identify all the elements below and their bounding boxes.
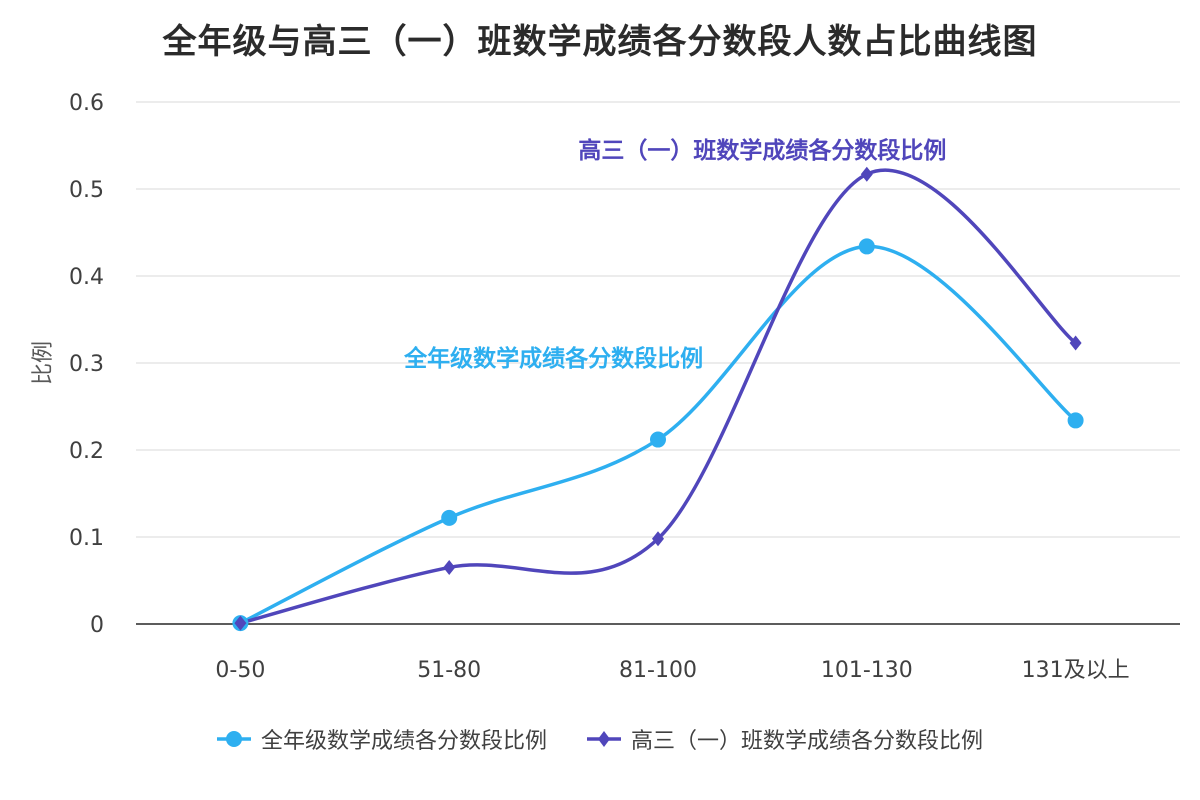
data-point-series-1 (441, 509, 458, 526)
legend-circle-marker-icon (216, 731, 251, 747)
series-line-1 (239, 244, 1077, 625)
y-tick-label: 0 (90, 613, 104, 638)
x-tick-label: 81-100 (619, 658, 697, 683)
y-tick-label: 0.2 (69, 439, 104, 464)
y-tick-label: 0.3 (69, 352, 104, 377)
data-point-series-2 (234, 615, 247, 631)
series-annotation: 全年级数学成绩各分数段比例 (403, 345, 703, 372)
data-point-series-2 (1069, 335, 1082, 351)
x-tick-label: 131及以上 (1022, 658, 1130, 683)
y-tick-label: 0.6 (69, 91, 104, 116)
y-tick-label: 0.1 (69, 526, 104, 551)
x-tick-label: 101-130 (821, 658, 913, 683)
x-tick-label: 0-50 (215, 658, 265, 683)
series-lines (239, 168, 1077, 625)
data-point-series-1 (650, 431, 666, 448)
legend: 全年级数学成绩各分数段比例 高三（一）班数学成绩各分数段比例 (0, 723, 1200, 755)
data-point-series-1 (858, 238, 875, 255)
legend-item: 高三（一）班数学成绩各分数段比例 (587, 723, 983, 755)
legend-diamond-marker-icon (587, 731, 621, 747)
y-tick-label: 0.5 (69, 178, 104, 203)
series-line-2 (239, 168, 1077, 625)
y-axis-label: 比例 (31, 341, 56, 385)
legend-label: 全年级数学成绩各分数段比例 (260, 729, 547, 754)
series-markers (232, 166, 1084, 632)
data-point-series-1 (1067, 412, 1084, 429)
chart-title: 全年级与高三（一）班数学成绩各分数段人数占比曲线图 (162, 22, 1038, 62)
data-point-series-2 (443, 559, 456, 575)
x-tick-label: 51-80 (417, 658, 481, 683)
legend-item: 全年级数学成绩各分数段比例 (216, 723, 547, 755)
axes: 0 0.1 0.2 0.3 0.4 0.5 0.6 0-50 51-80 81-100 101-13… (31, 91, 1180, 683)
legend-label: 高三（一）班数学成绩各分数段比例 (631, 729, 984, 754)
series-annotation: 高三（一）班数学成绩各分数段比例 (578, 137, 946, 164)
gridlines (136, 101, 1180, 538)
data-point-series-2 (860, 166, 873, 182)
data-point-series-2 (652, 531, 664, 547)
y-tick-label: 0.4 (69, 265, 104, 290)
